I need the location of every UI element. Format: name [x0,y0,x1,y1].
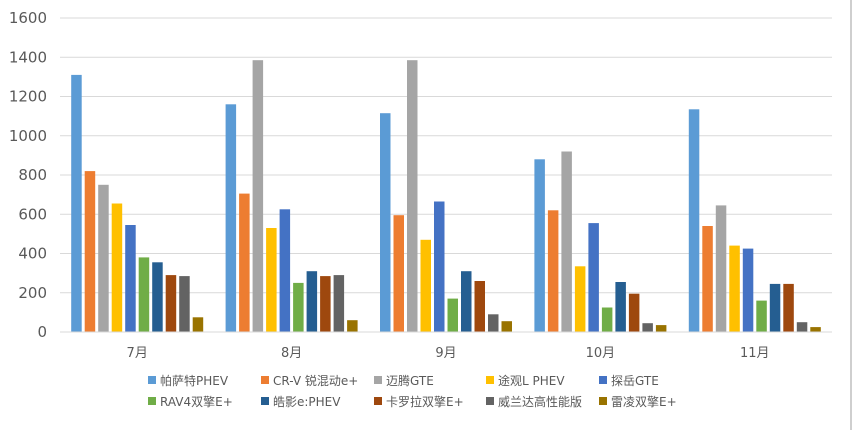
bar [179,276,190,332]
bar [561,151,572,332]
bar [434,201,445,332]
bar [688,109,700,332]
y-tick-label: 800 [18,166,47,184]
x-tick-label: 11月 [740,346,770,361]
bar [769,283,781,332]
bar [501,321,512,332]
bar [152,262,163,332]
bar [347,320,358,332]
y-tick-label: 200 [18,284,47,302]
legend-swatch [374,397,382,405]
y-tick-label: 600 [18,205,47,223]
bar [447,298,458,332]
legend-label: 帕萨特PHEV [160,373,229,388]
legend-label: 途观L PHEV [498,373,565,388]
bar [488,314,499,332]
bar [252,60,264,332]
legend-swatch [261,376,269,384]
bar [715,205,727,332]
bar [380,113,391,332]
bar [225,104,237,332]
bar [84,171,96,332]
bar [588,223,599,332]
legend-swatch [148,397,156,405]
bar [306,271,318,332]
y-tick-label: 1200 [9,88,47,106]
bar [742,248,754,332]
legend-swatch [486,376,494,384]
bar [547,210,559,332]
y-tick-label: 400 [18,245,47,263]
gridlines [60,17,832,294]
bar [474,281,485,332]
bars [71,60,821,333]
bar [702,226,713,332]
bar [628,293,640,332]
legend-label: 迈腾GTE [386,373,434,388]
x-tick-label: 10月 [586,346,616,361]
legend: 帕萨特PHEV CR-V 锐混动e+ 迈腾GTE 途观L PHEV 探岳GTE RAV4双… [148,373,677,409]
bar [574,266,586,332]
bar [810,327,821,332]
bar [192,317,204,332]
bar [534,159,545,332]
frame-border [850,0,852,430]
legend-swatch [148,376,156,384]
bar [756,300,767,332]
y-tick-label: 1600 [9,9,47,27]
y-tick-label: 0 [37,323,47,341]
bar [420,239,431,332]
bar [125,225,136,332]
bar [239,193,250,332]
bar [165,275,177,332]
bar [293,282,304,332]
bar [783,283,794,332]
legend-swatch [261,397,269,405]
legend-label: 雷凌双擎E+ [611,394,677,409]
legend-swatch [599,376,607,384]
legend-swatch [599,397,607,405]
bar [601,307,613,332]
x-axis-tick-labels: 7月 8月 9月 10月 11月 [127,346,770,361]
bar [266,228,277,332]
bar [333,275,345,332]
bar [138,257,150,332]
legend-swatch [374,376,382,384]
bar [796,322,808,332]
bar [461,271,472,332]
bar [98,184,109,332]
bar [279,209,291,332]
x-tick-label: 9月 [435,346,456,361]
bar [393,215,404,332]
bar [642,323,653,332]
legend-label: 威兰达高性能版 [498,394,582,409]
bar [655,325,667,332]
legend-label: 卡罗拉双擎E+ [386,394,464,409]
bar [71,74,82,333]
legend-label: CR-V 锐混动e+ [273,374,358,388]
x-tick-label: 8月 [281,346,302,361]
legend-swatch [486,397,494,405]
bar [615,282,626,332]
bar [320,276,331,332]
bar [407,60,418,332]
y-tick-label: 1000 [9,127,47,145]
bar [111,203,123,332]
y-tick-label: 1400 [9,48,47,66]
legend-label: RAV4双擎E+ [160,394,233,409]
legend-label: 皓影e:PHEV [273,395,341,409]
legend-label: 探岳GTE [611,374,659,388]
bar [729,245,740,332]
y-axis-tick-labels: 0 200 400 600 800 1000 1200 1400 1600 [9,9,47,341]
x-tick-label: 7月 [127,346,148,361]
